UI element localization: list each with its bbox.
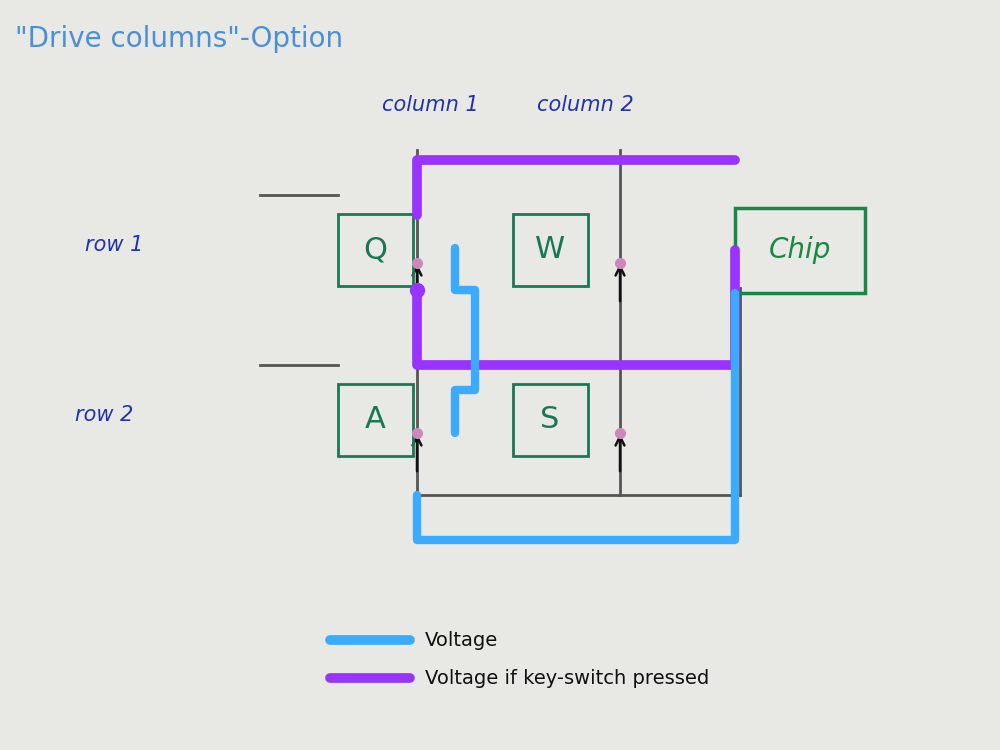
- Text: "Drive columns"-Option: "Drive columns"-Option: [15, 25, 343, 53]
- Text: row 1: row 1: [85, 235, 143, 255]
- Text: W: W: [535, 236, 565, 265]
- Bar: [735, 208, 865, 292]
- Bar: [338, 384, 413, 456]
- Text: S: S: [540, 406, 560, 434]
- Text: Voltage if key-switch pressed: Voltage if key-switch pressed: [425, 668, 709, 688]
- Bar: [512, 384, 588, 456]
- Text: Chip: Chip: [769, 236, 831, 264]
- Text: Q: Q: [363, 236, 387, 265]
- Bar: [338, 214, 413, 286]
- Text: A: A: [365, 406, 385, 434]
- Text: column 2: column 2: [537, 95, 633, 115]
- Bar: [512, 214, 588, 286]
- Text: Voltage: Voltage: [425, 631, 498, 650]
- Text: row 2: row 2: [75, 405, 133, 425]
- Text: column 1: column 1: [382, 95, 478, 115]
